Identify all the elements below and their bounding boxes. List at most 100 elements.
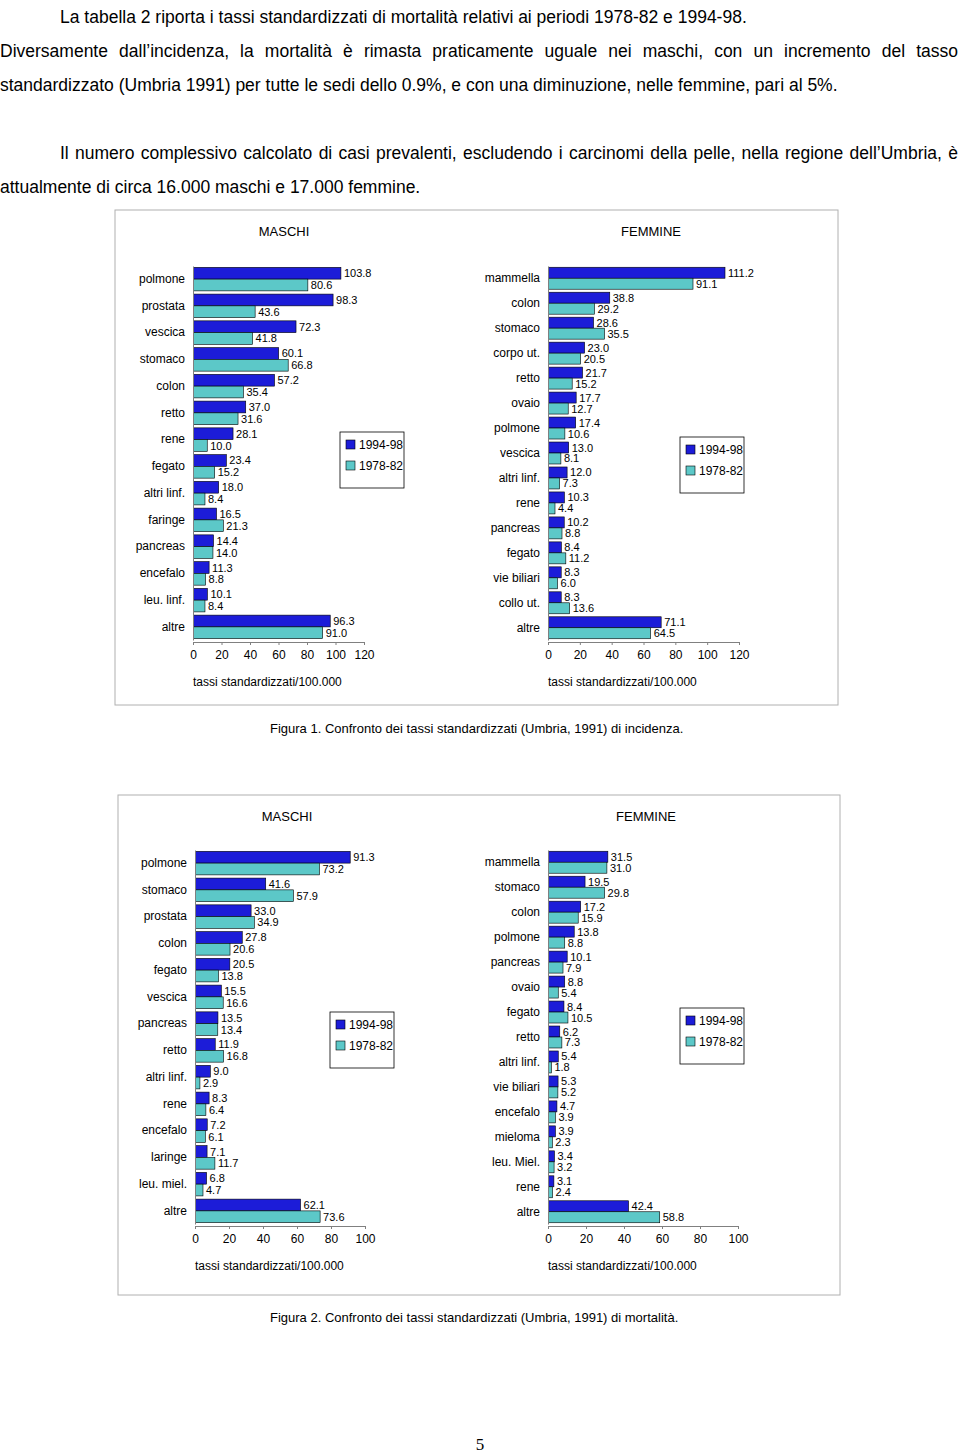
bar [193, 359, 288, 371]
tick: 80 [325, 1226, 339, 1246]
legend-box [680, 437, 744, 493]
bar [193, 600, 205, 612]
bar [548, 976, 565, 987]
data-label: 16.5 [220, 508, 241, 520]
category-label: fegato [154, 963, 188, 977]
tick-label: 80 [301, 648, 315, 662]
data-labels: 31.519.517.213.810.18.88.46.25.45.34.73.… [554, 851, 684, 1224]
bar [548, 353, 581, 364]
category-tick: altre [517, 1205, 541, 1219]
legend-swatch [336, 1041, 345, 1050]
tick: 20 [223, 1226, 237, 1246]
bar [193, 413, 238, 425]
category-tick: altri linf. [146, 1070, 187, 1084]
category-tick: polmone [141, 856, 187, 870]
x-axis: 020406080100 [545, 1226, 749, 1246]
data-label: 8.4 [208, 600, 223, 612]
category-label: colon [156, 379, 185, 393]
data-label: 58.8 [663, 1211, 684, 1223]
bar [193, 615, 330, 627]
bar [548, 342, 585, 353]
data-label: 10.1 [210, 588, 231, 600]
category-label: polmone [494, 930, 540, 944]
data-label: 57.9 [296, 890, 317, 902]
bar [548, 528, 562, 539]
bar [548, 553, 566, 564]
paragraph: La tabella 2 riporta i tassi standardizz… [0, 0, 958, 34]
bar [548, 428, 565, 439]
category-label: encefalo [140, 566, 186, 580]
legend-label: 1978-82 [699, 1035, 743, 1049]
axis-line [548, 851, 549, 1225]
bar [548, 292, 610, 303]
bar [548, 503, 555, 514]
bar [193, 520, 223, 532]
tick-label: 20 [574, 648, 588, 662]
category-label: retto [516, 371, 540, 385]
tick-mark [250, 642, 251, 645]
category-label: fegato [507, 546, 541, 560]
bar [548, 862, 607, 873]
tick-label: 20 [580, 1232, 594, 1246]
tick: 120 [729, 642, 749, 662]
category-tick: retto [516, 371, 540, 385]
tick: 60 [291, 1226, 305, 1246]
tick-mark [195, 1226, 196, 1229]
category-tick: altri linf. [499, 1055, 540, 1069]
bar [548, 442, 569, 453]
axis-title: tassi standardizzati/100.000 [193, 675, 342, 689]
bar [195, 1092, 209, 1104]
legend-label: 1978-82 [699, 464, 743, 478]
category-label: pancreas [491, 521, 540, 535]
bar [195, 1184, 203, 1196]
data-label: 5.2 [561, 1086, 576, 1098]
category-label: rene [516, 1180, 540, 1194]
page-number: 5 [476, 1435, 485, 1454]
chart: FEMMINE31.519.517.213.810.18.88.46.25.45… [485, 809, 749, 1273]
data-label: 5.4 [561, 987, 576, 999]
category-label: colon [511, 905, 540, 919]
y-axis: mammellacolonstomacocorpo ut.rettoovaiop… [485, 267, 549, 641]
data-label: 60.1 [282, 347, 303, 359]
bar [548, 628, 651, 639]
category-tick: encefalo [142, 1123, 188, 1137]
category-label: altre [164, 1204, 188, 1218]
category-label: colon [158, 936, 187, 950]
bar [548, 1051, 558, 1062]
bar [548, 578, 558, 589]
category-tick: laringe [151, 1150, 187, 1164]
bar [548, 1126, 555, 1137]
category-label: retto [161, 406, 185, 420]
data-label: 14.4 [217, 535, 238, 547]
bar [195, 905, 251, 917]
bar [548, 367, 583, 378]
category-tick: ovaio [511, 980, 540, 994]
legend-swatch [346, 461, 355, 470]
tick-mark [739, 642, 740, 645]
tick-mark [675, 642, 676, 645]
bar [195, 917, 254, 929]
legend-swatch [686, 1016, 695, 1025]
bar [548, 1076, 558, 1087]
bar [193, 573, 206, 585]
category-label: mieloma [495, 1130, 541, 1144]
category-label: leu. miel. [139, 1177, 187, 1191]
data-label: 72.3 [299, 321, 320, 333]
category-tick: fegato [507, 1005, 541, 1019]
bar [548, 278, 693, 289]
tick-label: 0 [545, 648, 552, 662]
figures-canvas: Figura 1. Confronto dei tassi standardiz… [0, 0, 960, 1455]
category-label: polmone [139, 272, 185, 286]
bar [195, 1172, 207, 1184]
bar [548, 603, 570, 614]
tick-label: 60 [291, 1232, 305, 1246]
data-label: 91.0 [326, 627, 347, 639]
category-tick: pancreas [491, 955, 540, 969]
bar [548, 267, 725, 278]
category-label: leu. linf. [144, 593, 185, 607]
tick: 0 [545, 1226, 552, 1246]
data-label: 15.9 [581, 912, 602, 924]
y-axis: polmoneprostatavescicastomacocolonrettor… [136, 267, 194, 641]
legend: 1994-981978-82 [680, 1008, 744, 1064]
bar [195, 1157, 215, 1169]
